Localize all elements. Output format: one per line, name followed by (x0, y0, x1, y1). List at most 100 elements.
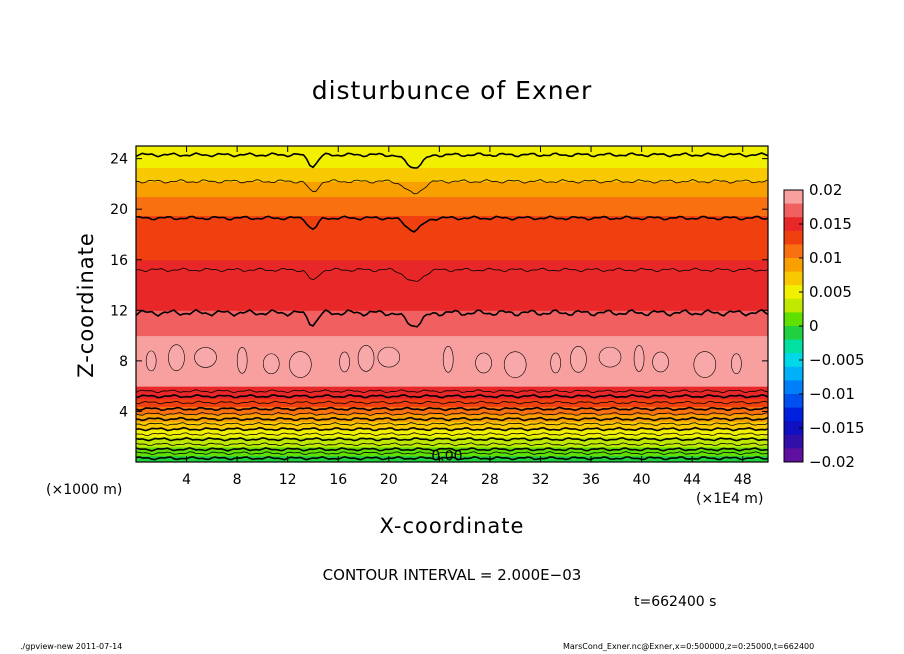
x-tick-label: 48 (734, 472, 752, 488)
contour-band-2 (136, 436, 768, 448)
contour-line-11 (136, 400, 768, 405)
colorbar-swatch (784, 339, 803, 354)
cell-12 (550, 352, 561, 374)
contour-band-3 (136, 429, 768, 438)
colorbar-swatch (784, 353, 803, 368)
contour-line-17 (136, 179, 768, 195)
contour-line-5 (136, 432, 768, 437)
x-tick-label: 44 (683, 472, 701, 488)
colorbar-swatch (784, 394, 803, 408)
colorbar-swatch (784, 190, 803, 204)
x-tick-label: 4 (182, 472, 191, 488)
cell-9 (442, 346, 454, 373)
colorbar-swatch (784, 312, 803, 327)
contour-line-0 (136, 455, 768, 461)
contour-line-15 (136, 267, 768, 283)
contour-interval-label: CONTOUR INTERVAL = 2.000E−03 (322, 566, 582, 584)
colorbar-swatch (784, 448, 803, 463)
cell-14 (598, 346, 622, 368)
filled-contours (136, 146, 768, 462)
y-tick-label: 24 (110, 152, 128, 168)
x-axis-label: X-coordinate (379, 514, 525, 538)
cell-0 (145, 350, 157, 372)
contour-line-9 (136, 412, 768, 416)
contour-line-7 (136, 422, 768, 427)
contour-line-16 (136, 215, 768, 233)
contour-line-2 (136, 446, 768, 452)
contour-line-10 (136, 406, 768, 412)
colorbar-swatch (784, 244, 803, 259)
colorbar-swatch (784, 203, 803, 218)
colorbar-tick-label: −0.02 (809, 453, 855, 471)
colorbar-swatch (784, 407, 803, 422)
cell-6 (339, 351, 350, 373)
colorbar-tick-label: −0.015 (809, 419, 865, 437)
colorbar-swatch (784, 217, 803, 232)
contour-line-18 (136, 152, 768, 169)
contour-band-7 (136, 398, 768, 407)
chart-title: disturbunce of Exner (311, 76, 593, 105)
x-tick-label: 36 (582, 472, 600, 488)
x-unit-right: (×1E4 m) (696, 491, 764, 507)
colorbar-tick-label: 0.02 (809, 181, 842, 199)
cell-10 (475, 352, 492, 374)
contour-band-6 (136, 406, 768, 415)
contour-line-6 (136, 426, 768, 432)
colorbar-swatch (784, 421, 803, 436)
cell-15 (633, 345, 645, 372)
contour-line-8 (136, 416, 768, 422)
x-tick-label: 40 (633, 472, 651, 488)
y-tick-label: 16 (110, 253, 128, 269)
x-tick-label: 16 (329, 472, 347, 488)
contour-band-11 (136, 259, 768, 311)
cell-5 (289, 351, 312, 378)
footer-right: MarsCond_Exner.nc@Exner,x=0:500000,z=0:2… (563, 642, 815, 651)
cell-1 (168, 344, 185, 371)
colorbar-tick-label: −0.005 (809, 351, 865, 369)
contour-band-16 (136, 146, 768, 168)
y-axis-label: Z-coordinate (74, 232, 98, 378)
cell-13 (570, 345, 587, 373)
colorbar-swatch (784, 258, 803, 272)
colorbar-swatch (784, 285, 803, 300)
contour-band-15 (136, 167, 768, 182)
contour-band-12 (136, 215, 768, 261)
colorbar-tick-label: 0.01 (809, 249, 842, 267)
cell-17 (693, 351, 717, 378)
contour-lines (136, 152, 768, 461)
contour-band-14 (136, 181, 768, 198)
time-label: t=662400 s (634, 594, 717, 610)
x-unit-left: (×1000 m) (46, 482, 123, 498)
y-tick-label: 20 (110, 202, 128, 218)
colorbar-tick-label: 0 (809, 317, 819, 335)
colorbar-tick-label: 0.015 (809, 215, 852, 233)
cell-3 (236, 347, 248, 374)
footer-left: ./gpview-new 2011-07-14 (20, 642, 123, 651)
colorbar-tick-label: 0.005 (809, 283, 852, 301)
colorbar-swatch (784, 230, 803, 245)
cell-8 (377, 346, 401, 368)
contour-line-14 (136, 308, 768, 328)
colorbar-swatch (784, 271, 803, 286)
colorbar-swatch (784, 326, 803, 340)
plot-frame (135, 145, 769, 463)
contour-band-1 (136, 446, 768, 457)
y-tick-label: 8 (119, 354, 128, 370)
colorbar-swatch (784, 366, 803, 381)
contour-band-0 (136, 455, 768, 462)
contour-line-4 (136, 436, 768, 442)
cell-7 (357, 345, 375, 372)
x-tick-label: 28 (481, 472, 499, 488)
colorbar-swatch (784, 380, 803, 395)
contour-band-13 (136, 196, 768, 217)
colorbar-swatch (784, 434, 803, 449)
y-tick-label: 12 (110, 303, 128, 319)
contour-band-10 (136, 310, 768, 337)
colorbar: 0.02 0.015 0.01 0.005 0 −0.005 −0.01 −0.015 −0.0… (783, 181, 865, 471)
cell-2 (194, 347, 217, 368)
contour-line-3 (136, 442, 768, 447)
x-tick-label: 24 (430, 472, 448, 488)
x-tick-label: 8 (233, 472, 242, 488)
